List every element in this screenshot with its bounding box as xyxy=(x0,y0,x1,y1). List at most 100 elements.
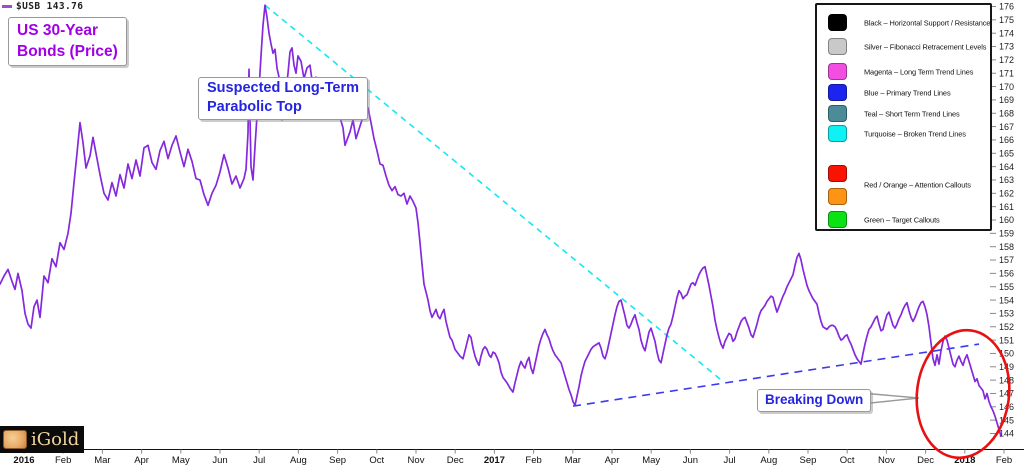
y-axis-label: 172 xyxy=(999,55,1014,65)
x-axis-label: Mar xyxy=(94,455,110,466)
igold-logo: iGold xyxy=(0,426,84,453)
y-axis-label: 144 xyxy=(999,429,1014,439)
legend-color-swatch xyxy=(828,211,847,228)
broken-trend-line xyxy=(264,4,724,383)
x-axis-label: May xyxy=(642,455,660,466)
y-axis-label: 168 xyxy=(999,108,1014,118)
parabolic-top-callout: Suspected Long-Term Parabolic Top xyxy=(198,77,368,120)
x-axis-label: Dec xyxy=(917,455,934,466)
y-axis-label: 153 xyxy=(999,309,1014,319)
price-line xyxy=(0,4,1002,438)
breaking-down-text: Breaking Down xyxy=(765,392,864,407)
legend-row: Teal – Short Term Trend Lines xyxy=(828,105,986,122)
x-axis-label: Apr xyxy=(134,455,149,466)
chart-title-line2: Bonds (Price) xyxy=(17,43,118,60)
x-axis-label: Mar xyxy=(565,455,581,466)
y-axis-label: 151 xyxy=(999,335,1014,345)
x-axis-label: 2018 xyxy=(954,455,975,466)
x-axis-label: Sep xyxy=(329,455,346,466)
x-axis-label: Nov xyxy=(408,455,425,466)
primary-trend-line xyxy=(572,343,980,407)
legend-row: Turquoise – Broken Trend Lines xyxy=(828,125,986,142)
legend-row-label: Black – Horizontal Support / Resistance xyxy=(864,18,991,27)
gold-nugget-icon xyxy=(3,430,27,449)
legend-row: Red / Orange – Attention Callouts xyxy=(828,165,986,205)
legend-color-swatch xyxy=(828,105,847,122)
x-axis-label: Apr xyxy=(605,455,620,466)
legend-row: Silver – Fibonacci Retracement Levels xyxy=(828,38,987,55)
x-axis-label: Jul xyxy=(253,455,265,466)
legend-row-label: Blue – Primary Trend Lines xyxy=(864,88,951,97)
y-axis-label: 171 xyxy=(999,68,1014,78)
y-axis-label: 176 xyxy=(999,2,1014,12)
y-axis-label: 158 xyxy=(999,242,1014,252)
legend-row-label: Red / Orange – Attention Callouts xyxy=(864,180,971,190)
y-axis-label: 150 xyxy=(999,349,1014,359)
legend-color-swatch xyxy=(828,84,847,101)
y-axis-label: 145 xyxy=(999,415,1014,425)
legend-row: Blue – Primary Trend Lines xyxy=(828,84,986,101)
legend-row-label: Turquoise – Broken Trend Lines xyxy=(864,129,966,138)
chart-title-line1: US 30-Year xyxy=(17,22,98,39)
parabolic-top-line2: Parabolic Top xyxy=(207,99,302,115)
igold-logo-text: iGold xyxy=(31,428,80,450)
x-axis-label: Feb xyxy=(996,455,1012,466)
y-axis-label: 155 xyxy=(999,282,1014,292)
y-axis-label: 170 xyxy=(999,82,1014,92)
y-axis-label: 154 xyxy=(999,295,1014,305)
y-axis-label: 161 xyxy=(999,202,1014,212)
x-axis-label: Aug xyxy=(760,455,777,466)
y-axis-label: 162 xyxy=(999,189,1014,199)
y-axis-label: 174 xyxy=(999,28,1014,38)
y-axis-label: 175 xyxy=(999,15,1014,25)
y-axis-label: 169 xyxy=(999,95,1014,105)
chart-title-box: US 30-Year Bonds (Price) xyxy=(8,17,127,66)
legend-row-label: Magenta – Long Term Trend Lines xyxy=(864,67,974,76)
legend-row: Black – Horizontal Support / Resistance xyxy=(828,14,990,31)
x-axis-label: Aug xyxy=(290,455,307,466)
attention-ellipse xyxy=(915,328,1011,460)
y-axis-label: 148 xyxy=(999,375,1014,385)
x-axis-label: Dec xyxy=(447,455,464,466)
x-axis-label: 2016 xyxy=(13,455,34,466)
legend-row-label: Green – Target Callouts xyxy=(864,215,940,224)
legend-row: Magenta – Long Term Trend Lines xyxy=(828,63,986,80)
y-axis-label: 166 xyxy=(999,135,1014,145)
y-axis-label: 165 xyxy=(999,148,1014,158)
breaking-down-callout: Breaking Down xyxy=(757,389,872,412)
legend-color-swatch xyxy=(828,14,847,31)
x-axis-label: May xyxy=(172,455,190,466)
legend-color-swatch xyxy=(828,63,847,80)
x-axis-label: 2017 xyxy=(484,455,505,466)
x-axis-label: Sep xyxy=(800,455,817,466)
symbol-price-label: $USB 143.76 xyxy=(2,1,83,12)
x-axis-label: Oct xyxy=(840,455,855,466)
symbol-price-text: $USB 143.76 xyxy=(16,1,84,12)
legend-color-swatch xyxy=(828,165,847,182)
x-axis-label: Jun xyxy=(683,455,698,466)
x-axis-label: Feb xyxy=(55,455,71,466)
y-axis-label: 160 xyxy=(999,215,1014,225)
y-axis-label: 163 xyxy=(999,175,1014,185)
y-axis-label: 152 xyxy=(999,322,1014,332)
x-axis-label: Jun xyxy=(212,455,227,466)
x-axis-label: Feb xyxy=(525,455,541,466)
y-axis-label: 156 xyxy=(999,269,1014,279)
x-axis-label: Jul xyxy=(724,455,736,466)
series-marker-icon xyxy=(2,5,12,8)
y-axis-label: 173 xyxy=(999,42,1014,52)
legend-color-swatch xyxy=(828,188,847,205)
legend-row-label: Silver – Fibonacci Retracement Levels xyxy=(864,42,987,51)
x-axis-label: Oct xyxy=(369,455,384,466)
legend-box: Black – Horizontal Support / Resistance S… xyxy=(815,3,992,231)
legend-color-swatch xyxy=(828,38,847,55)
y-axis-label: 159 xyxy=(999,229,1014,239)
legend-color-swatch xyxy=(828,125,847,142)
y-axis-label: 164 xyxy=(999,162,1014,172)
y-axis-label: 147 xyxy=(999,389,1014,399)
y-axis-label: 167 xyxy=(999,122,1014,132)
legend-row: Green – Target Callouts xyxy=(828,211,986,228)
y-axis-label: 157 xyxy=(999,255,1014,265)
